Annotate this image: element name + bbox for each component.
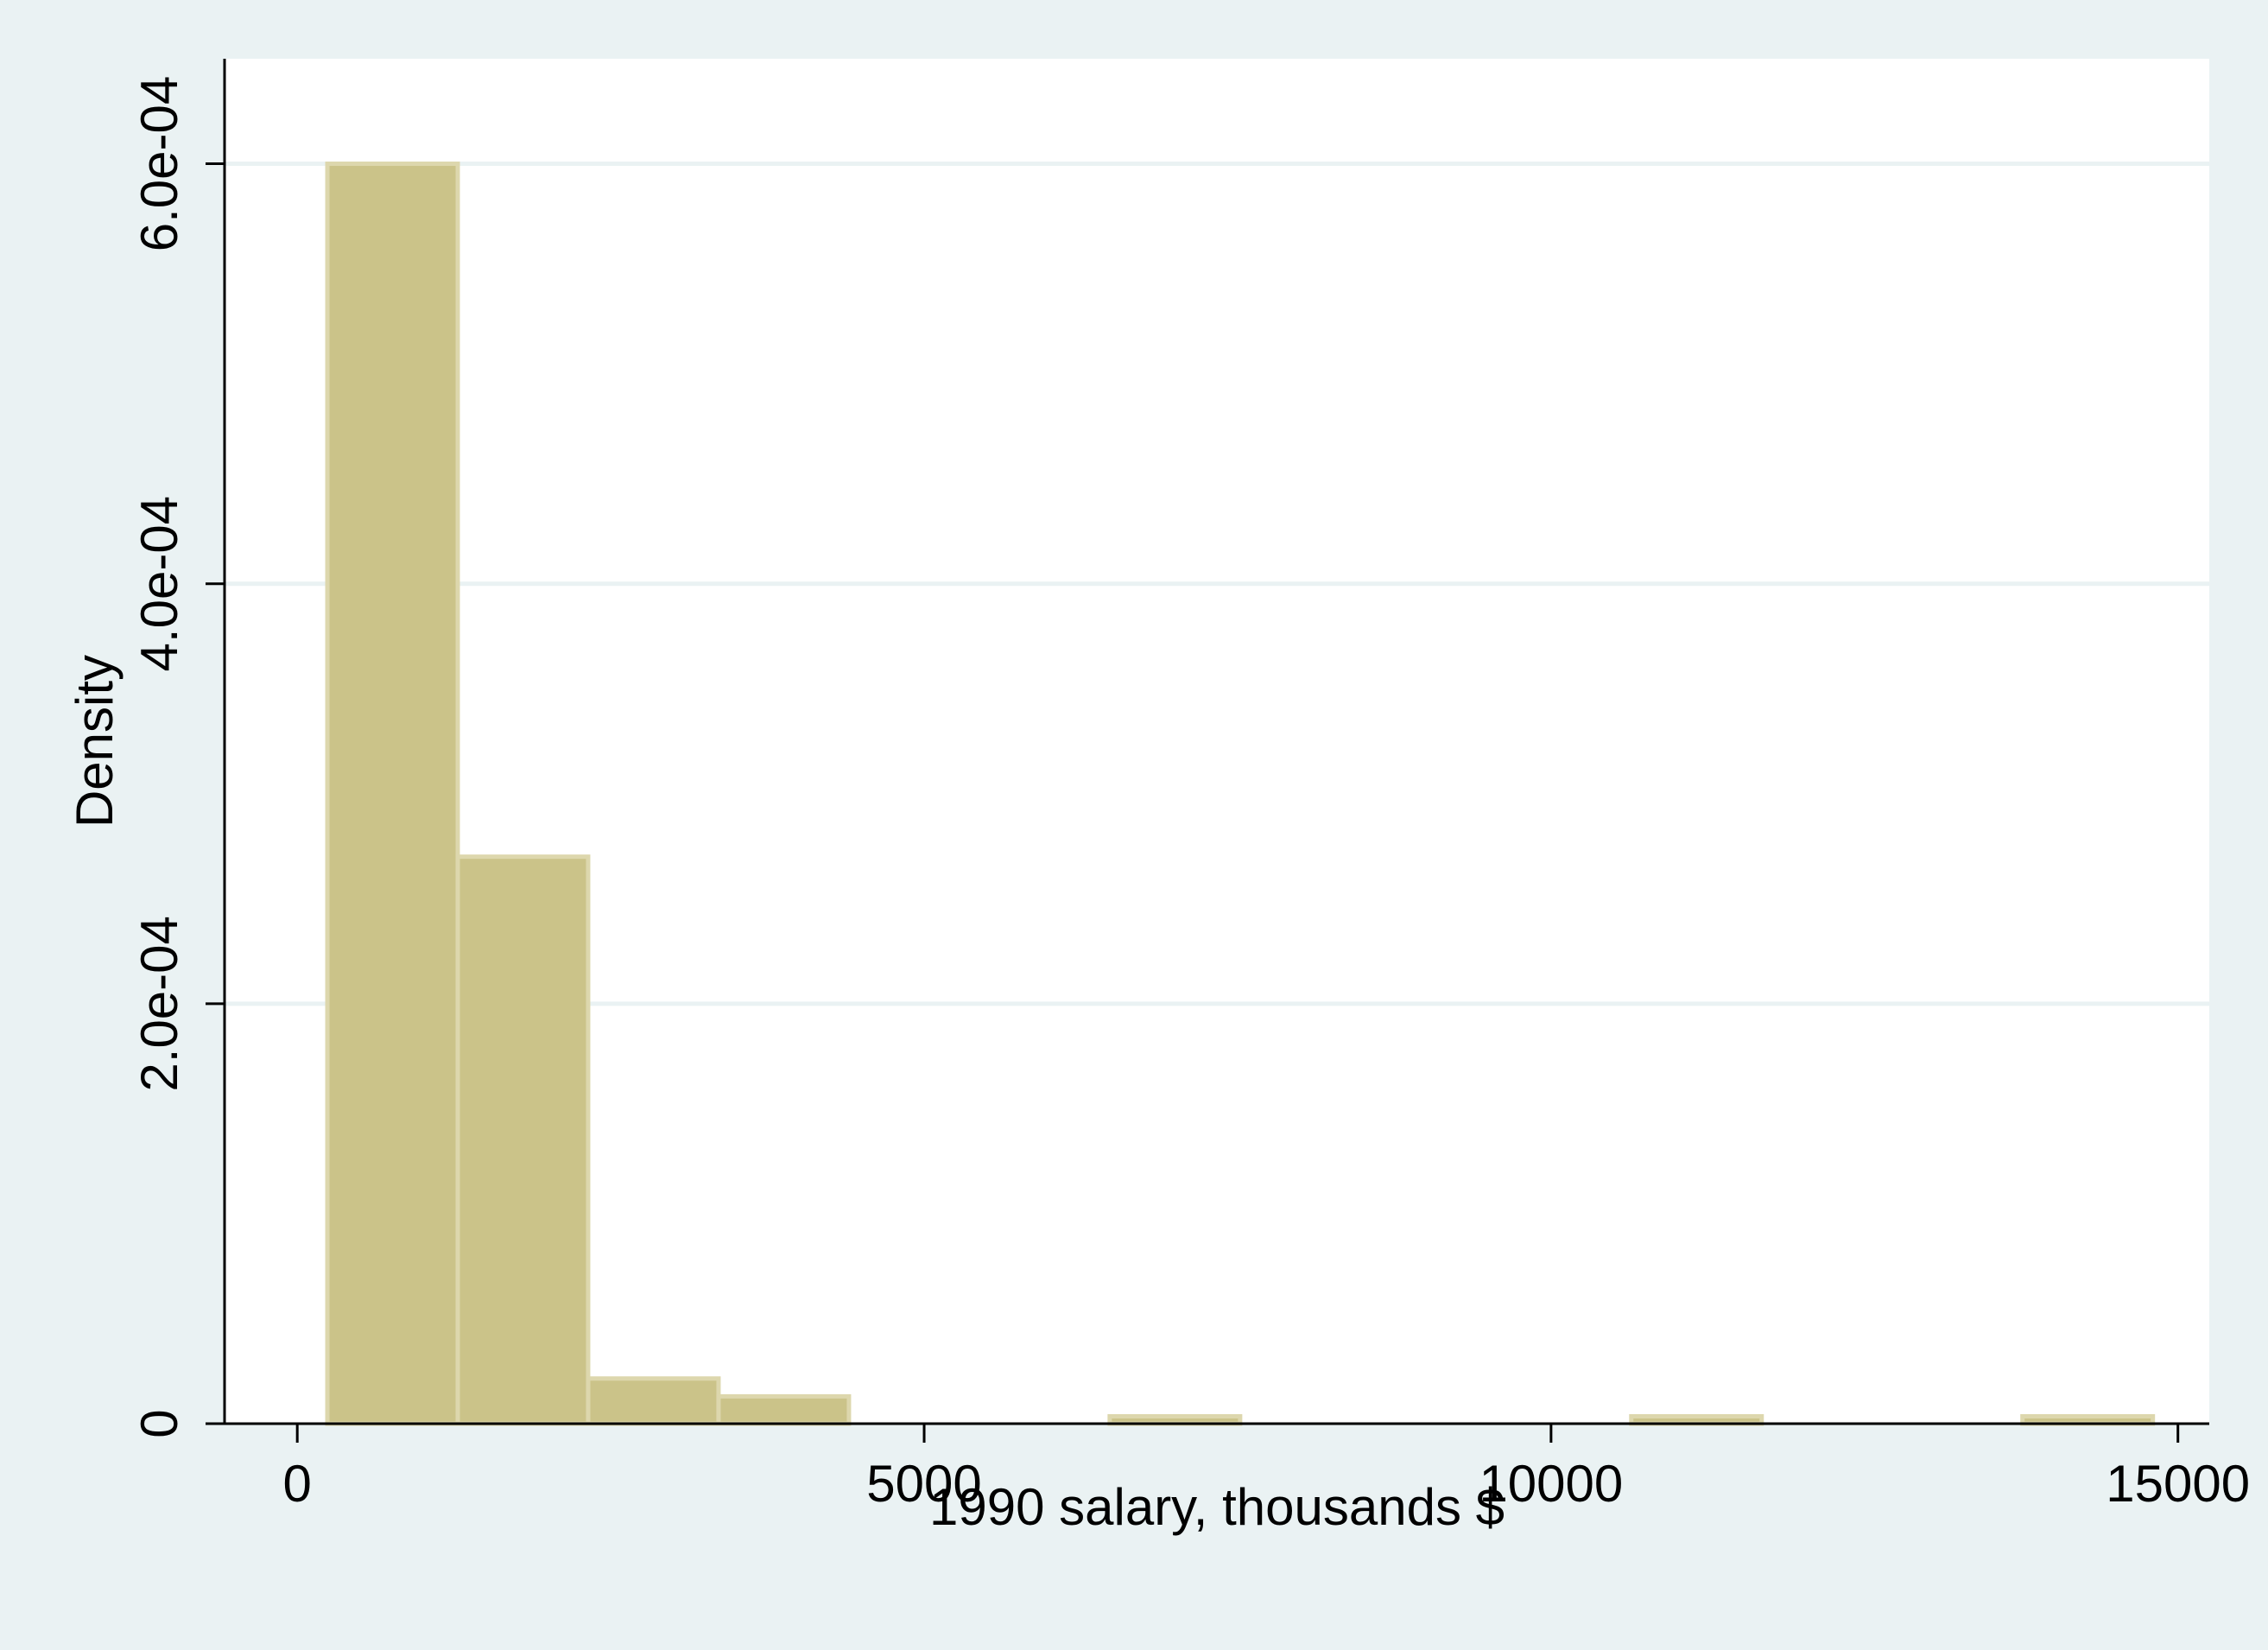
histogram-bar-2 [586, 1376, 721, 1426]
histogram-bars [325, 162, 2156, 1426]
y-tick-label-2: 4.0e-04 [130, 496, 188, 672]
y-tick-label-3: 6.0e-04 [130, 76, 188, 251]
y-tick-label-1: 2.0e-04 [130, 916, 188, 1092]
x-tick-label-3: 15000 [2106, 1455, 2250, 1513]
x-axis-ticks: 0 5000 10000 15000 [283, 1424, 2250, 1513]
axes [223, 59, 2209, 1425]
y-axis-ticks: 0 2.0e-04 4.0e-04 6.0e-04 [130, 76, 225, 1438]
x-tick-label-1: 5000 [866, 1455, 981, 1513]
histogram-bar-1 [455, 854, 591, 1426]
x-tick-label-2: 10000 [1479, 1455, 1623, 1513]
x-axis-title: 1990 salary, thousands $ [929, 1478, 1505, 1536]
y-tick-label-0: 0 [130, 1409, 188, 1437]
y-axis-title: Density [66, 655, 124, 828]
histogram-bar-0 [325, 162, 460, 1426]
x-tick-label-0: 0 [283, 1455, 312, 1513]
histogram-bar-3 [716, 1393, 852, 1426]
